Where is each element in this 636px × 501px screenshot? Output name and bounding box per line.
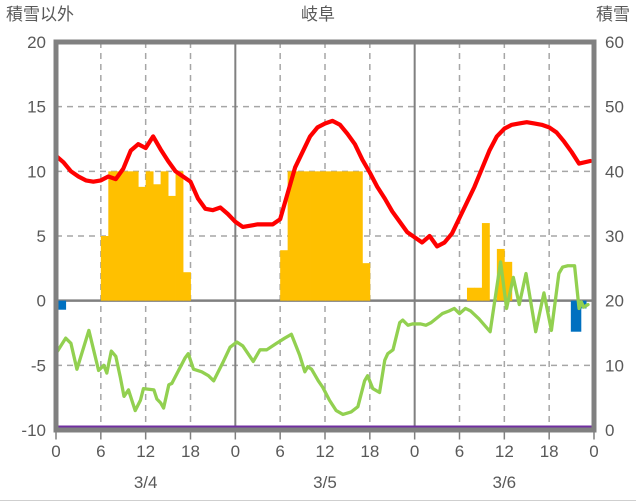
svg-text:15: 15 — [27, 98, 46, 117]
svg-text:0: 0 — [605, 421, 614, 440]
svg-text:20: 20 — [605, 292, 624, 311]
svg-text:50: 50 — [605, 98, 624, 117]
svg-text:18: 18 — [360, 442, 379, 461]
chart-title: 岐阜 — [301, 5, 335, 24]
svg-text:0: 0 — [589, 442, 598, 461]
svg-text:30: 30 — [605, 227, 624, 246]
svg-text:6: 6 — [455, 442, 464, 461]
svg-text:12: 12 — [316, 442, 335, 461]
svg-text:-5: -5 — [31, 356, 46, 375]
red-line — [53, 118, 593, 249]
svg-text:12: 12 — [136, 442, 155, 461]
right-axis-tick-labels: 60 50 40 30 20 10 0 — [605, 33, 624, 440]
svg-text:3/6: 3/6 — [493, 473, 517, 492]
svg-text:0: 0 — [231, 442, 240, 461]
svg-text:6: 6 — [275, 442, 284, 461]
plot-frame — [53, 39, 597, 433]
svg-text:20: 20 — [27, 33, 46, 52]
svg-text:3/4: 3/4 — [134, 473, 158, 492]
svg-text:18: 18 — [540, 442, 559, 461]
svg-text:10: 10 — [605, 356, 624, 375]
left-axis-tick-labels: 20 15 10 5 0 -5 -10 — [21, 33, 46, 440]
x-axis-hour-labels: 0 6 12 18 0 6 12 18 0 6 12 18 0 — [51, 442, 598, 461]
x-axis-date-labels: 3/4 3/5 3/6 — [134, 473, 516, 492]
green-line — [55, 260, 590, 417]
svg-text:10: 10 — [27, 162, 46, 181]
svg-text:5: 5 — [37, 227, 46, 246]
svg-text:6: 6 — [96, 442, 105, 461]
svg-text:-10: -10 — [21, 421, 46, 440]
right-axis-title: 積雪 — [596, 5, 630, 24]
left-axis-title: 積雪以外 — [6, 5, 74, 24]
svg-text:3/5: 3/5 — [313, 473, 337, 492]
svg-text:12: 12 — [495, 442, 514, 461]
svg-text:0: 0 — [410, 442, 419, 461]
x-axis-ticks — [55, 432, 595, 440]
svg-text:18: 18 — [181, 442, 200, 461]
svg-text:60: 60 — [605, 33, 624, 52]
svg-text:0: 0 — [51, 442, 60, 461]
svg-text:40: 40 — [605, 162, 624, 181]
svg-text:0: 0 — [37, 292, 46, 311]
